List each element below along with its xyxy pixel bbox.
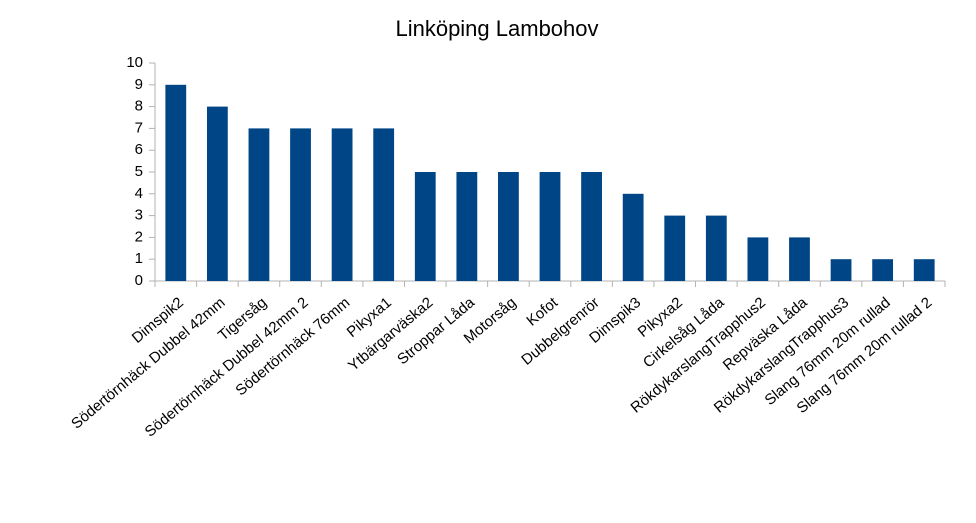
bar bbox=[165, 84, 187, 281]
bar bbox=[705, 215, 727, 281]
bar bbox=[830, 259, 852, 281]
y-tick-label: 1 bbox=[135, 250, 143, 267]
bar bbox=[872, 259, 894, 281]
y-tick-label: 0 bbox=[135, 272, 143, 289]
y-tick-label: 6 bbox=[135, 141, 143, 158]
bar bbox=[747, 237, 769, 281]
y-tick-label: 8 bbox=[135, 98, 143, 115]
bar bbox=[498, 172, 519, 281]
bar bbox=[664, 215, 686, 281]
bar bbox=[456, 172, 478, 281]
y-tick-label: 9 bbox=[135, 76, 143, 93]
bar bbox=[373, 128, 395, 281]
y-tick-label: 5 bbox=[135, 163, 143, 180]
y-tick-label: 7 bbox=[135, 119, 143, 136]
bar bbox=[581, 172, 602, 281]
bar bbox=[206, 106, 228, 281]
bar bbox=[290, 128, 311, 281]
y-tick-label: 10 bbox=[126, 54, 143, 71]
bar bbox=[414, 172, 436, 281]
bar bbox=[622, 193, 644, 281]
bar bbox=[789, 237, 810, 281]
bar bbox=[248, 128, 270, 281]
chart-title: Linköping Lambohov bbox=[395, 16, 598, 41]
bar bbox=[539, 172, 561, 281]
y-tick-label: 2 bbox=[135, 228, 143, 245]
bar bbox=[913, 259, 935, 281]
y-tick-label: 3 bbox=[135, 207, 143, 224]
bar bbox=[331, 128, 353, 281]
y-tick-label: 4 bbox=[135, 185, 143, 202]
